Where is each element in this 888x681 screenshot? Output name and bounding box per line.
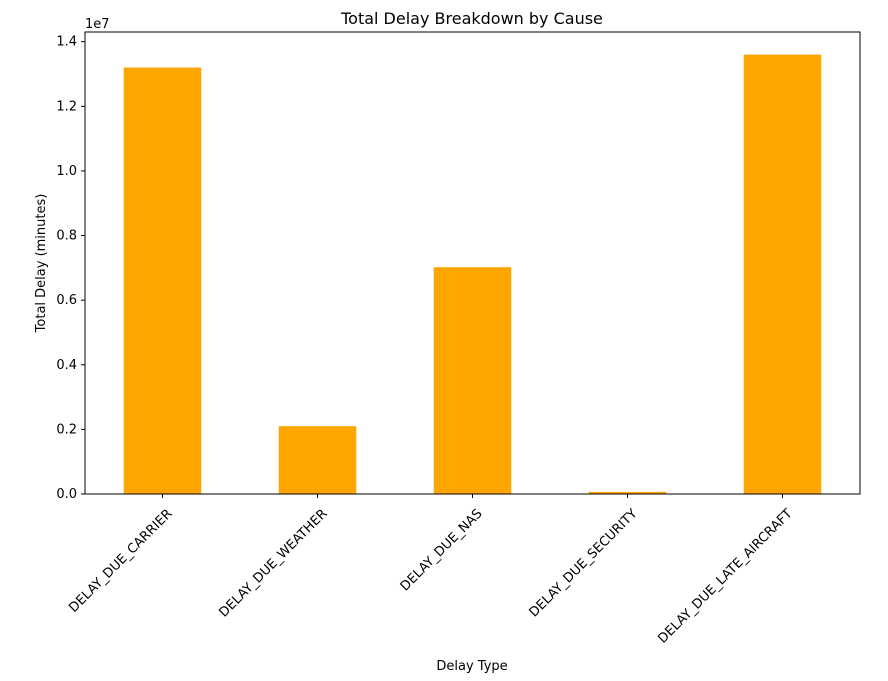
- bar-delay-due-carrier: [123, 67, 202, 495]
- y-tick-label: 0.8: [56, 229, 77, 244]
- chart-title: Total Delay Breakdown by Cause: [340, 9, 603, 28]
- plot-frame: [84, 31, 861, 495]
- bar-delay-due-late-aircraft: [743, 54, 822, 494]
- bar-delay-due-security: [588, 491, 667, 494]
- y-tick-label: 1.0: [56, 164, 77, 179]
- y-tick-label: 0.6: [56, 293, 77, 308]
- y-axis-label: Total Delay (minutes): [34, 194, 49, 334]
- y-tick-label: 1.4: [56, 35, 77, 50]
- x-tick-label: DELAY_DUE_WEATHER: [217, 506, 331, 620]
- x-axis-label: Delay Type: [436, 659, 507, 674]
- y-tick-label: 0.4: [56, 358, 77, 373]
- y-tick-label: 0.0: [56, 487, 77, 502]
- x-tick-label: DELAY_DUE_NAS: [398, 506, 486, 594]
- x-tick-label: DELAY_DUE_SECURITY: [527, 506, 641, 620]
- x-ticks-group: DELAY_DUE_CARRIER DELAY_DUE_WEATHER DELAY_…: [66, 494, 796, 647]
- y-tick-label: 0.2: [56, 422, 77, 437]
- y-axis-offset-label: 1e7: [85, 17, 110, 32]
- x-tick-label: DELAY_DUE_CARRIER: [66, 506, 175, 615]
- bar-delay-due-weather: [278, 426, 357, 494]
- bar-delay-due-nas: [433, 267, 512, 494]
- y-ticks-group: 0.0 0.2 0.4 0.6 0.8 1.0 1.2 1.4: [56, 35, 85, 502]
- bars-group: [123, 54, 822, 495]
- x-tick-label: DELAY_DUE_LATE_AIRCRAFT: [655, 506, 795, 646]
- y-tick-label: 1.2: [56, 99, 77, 114]
